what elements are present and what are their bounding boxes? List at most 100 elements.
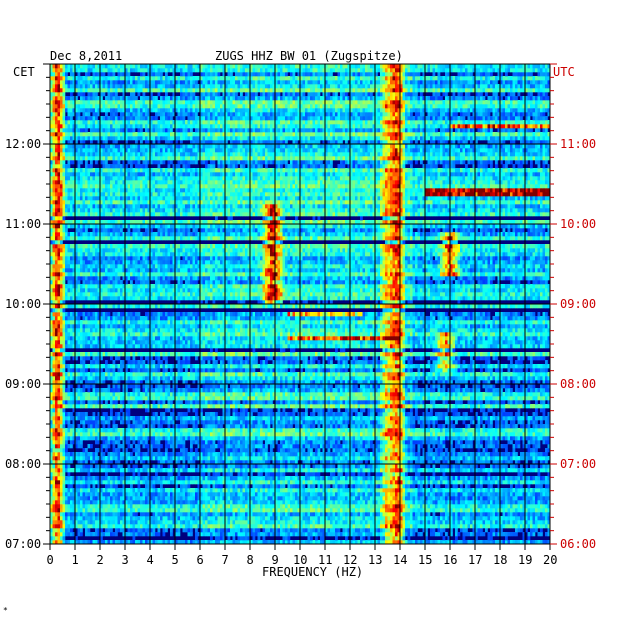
spectrogram-cell [102,508,106,513]
spectrogram-cell [442,444,446,449]
spectrogram-cell [492,476,496,481]
spectrogram-cell [385,540,388,545]
spectrogram-cell [492,520,496,525]
spectrogram-cell [465,456,468,461]
spectrogram-cell [245,496,248,501]
spectrogram-cell [315,436,318,441]
spectrogram-cell [490,452,493,457]
spectrogram-cell [385,460,388,465]
spectrogram-cell [417,472,421,477]
spectrogram-cell [365,500,368,505]
spectrogram-cell [337,484,341,489]
spectrogram-cell [345,496,348,501]
spectrogram-cell [350,456,353,461]
spectrogram-cell [150,456,153,461]
spectrogram-cell [475,540,478,545]
spectrogram-cell [60,464,63,469]
spectrogram-cell [160,488,163,493]
spectrogram-cell [297,488,301,493]
spectrogram-cell [532,516,536,521]
spectrogram-cell [415,452,418,457]
spectrogram-cell [242,440,246,445]
spectrogram-cell [337,456,341,461]
spectrogram-cell [365,432,368,437]
spectrogram-cell [207,500,211,505]
spectrogram-cell [287,476,291,481]
spectrogram-cell [382,512,386,517]
spectrogram-cell [252,456,256,461]
spectrogram-cell [417,440,421,445]
spectrogram-cell [172,512,176,517]
spectrogram-cell [92,512,96,517]
spectrogram-cell [140,540,143,545]
spectrogram-cell [270,500,273,505]
spectrogram-cell [205,440,208,445]
spectrogram-cell [347,504,351,509]
spectrogram-cell [195,492,198,497]
spectrogram-cell [120,488,123,493]
spectrogram-cell [377,532,381,537]
spectrogram-cell [460,500,463,505]
spectrogram-cell [482,460,486,465]
spectrogram-cell [132,480,136,485]
spectrogram-cell [280,460,283,465]
spectrogram-cell [367,468,371,473]
spectrogram-cell [67,460,71,465]
spectrogram-cell [407,440,411,445]
spectrogram-cell [302,460,306,465]
spectrogram-cell [197,504,201,509]
spectrogram-cell [470,440,473,445]
spectrogram-cell [105,444,108,449]
spectrogram-cell [55,460,58,465]
spectrogram-cell [52,516,56,521]
spectrogram-cell [230,436,233,441]
spectrogram-cell [52,528,56,533]
spectrogram-cell [215,528,218,533]
spectrogram-cell [147,448,151,453]
spectrogram-cell [290,520,293,525]
spectrogram-cell [215,524,218,529]
spectrogram-cell [82,520,86,525]
spectrogram-cell [117,432,121,437]
spectrogram-cell [547,504,551,509]
spectrogram-cell [330,532,333,537]
spectrogram-cell [362,532,366,537]
spectrogram-cell [255,456,258,461]
spectrogram-cell [500,492,503,497]
spectrogram-cell [227,512,231,517]
spectrogram-cell [262,536,266,541]
spectrogram-cell [352,532,356,537]
spectrogram-cell [450,528,453,533]
spectrogram-cell [427,496,431,501]
spectrogram-cell [400,536,403,541]
spectrogram-cell [262,488,266,493]
spectrogram-cell [257,536,261,541]
spectrogram-cell [115,440,118,445]
spectrogram-cell [77,432,81,437]
spectrogram-cell [465,444,468,449]
spectrogram-cell [67,452,71,457]
spectrogram-cell [277,528,281,533]
spectrogram-cell [295,436,298,441]
spectrogram-cell [457,488,461,493]
spectrogram-cell [400,528,403,533]
spectrogram-cell [177,460,181,465]
spectrogram-cell [452,464,456,469]
spectrogram-cell [240,480,243,485]
spectrogram-cell [437,524,441,529]
spectrogram-cell [85,512,88,517]
spectrogram-cell [492,444,496,449]
spectrogram-cell [292,488,296,493]
spectrogram-cell [527,468,531,473]
spectrogram-cell [302,476,306,481]
spectrogram-cell [292,460,296,465]
spectrogram-cell [280,540,283,545]
spectrogram-cell [90,456,93,461]
spectrogram-cell [275,528,278,533]
spectrogram-cell [232,476,236,481]
spectrogram-cell [160,512,163,517]
spectrogram-cell [345,524,348,529]
spectrogram-cell [542,456,546,461]
spectrogram-cell [450,524,453,529]
spectrogram-cell [87,480,91,485]
